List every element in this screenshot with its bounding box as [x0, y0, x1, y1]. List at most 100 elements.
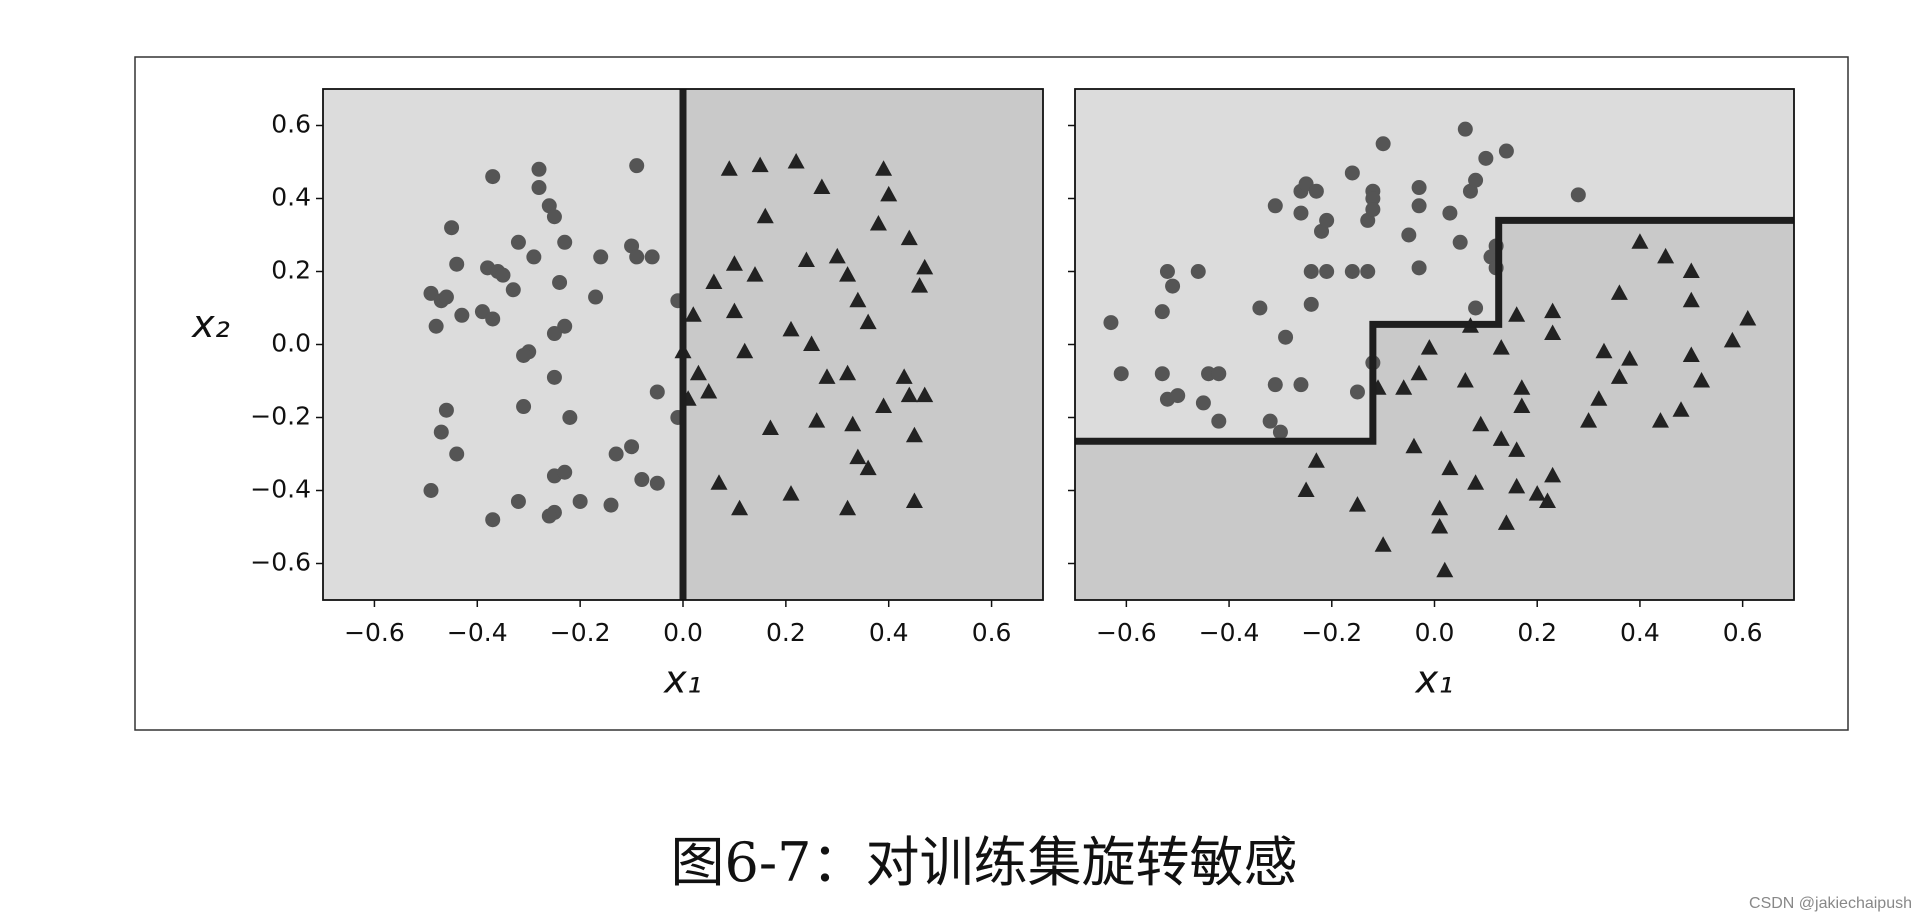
- circle-point: [1457, 121, 1473, 137]
- circle-point: [1267, 377, 1283, 393]
- triangle-point: [1590, 390, 1608, 406]
- triangle-point: [1508, 306, 1526, 322]
- triangle-point: [1631, 233, 1649, 249]
- triangle-point: [756, 207, 774, 224]
- circle-point: [438, 289, 454, 305]
- circle-point: [1468, 172, 1484, 188]
- triangle-point: [1431, 499, 1449, 516]
- triangle-point: [1657, 247, 1675, 264]
- circle-point: [634, 472, 650, 488]
- x-tick-label: 0.4: [869, 618, 909, 647]
- triangle-point: [1544, 302, 1562, 319]
- triangle-point: [1651, 412, 1669, 428]
- triangle-point: [813, 178, 831, 195]
- triangle-point: [859, 459, 877, 476]
- triangle-point: [689, 364, 707, 381]
- decision-boundary: [1075, 216, 1794, 445]
- triangle-point: [1682, 262, 1700, 278]
- circle-point: [588, 289, 604, 305]
- triangle-point: [797, 251, 815, 268]
- x-tick-label: −0.4: [1199, 618, 1260, 647]
- triangle-point: [1456, 372, 1474, 388]
- triangle-point: [1374, 536, 1392, 552]
- triangle-point: [1297, 481, 1315, 497]
- triangle-point: [1405, 437, 1423, 454]
- triangle-point: [803, 335, 821, 351]
- circle-point: [1165, 278, 1181, 294]
- circle-point: [624, 439, 640, 455]
- circle-point: [557, 234, 573, 250]
- circle-point: [1411, 198, 1427, 214]
- x-tick-label: 0.2: [1517, 618, 1557, 647]
- circle-point: [629, 158, 645, 174]
- x-tick-label: 0.4: [1620, 618, 1660, 647]
- circle-point: [531, 161, 547, 177]
- x-tick-label: −0.6: [344, 618, 405, 647]
- circle-point: [557, 464, 573, 480]
- x-tick-label: 0.6: [972, 618, 1012, 647]
- x-tick-label: −0.4: [447, 618, 508, 647]
- triangle-point: [916, 386, 934, 403]
- triangle-point: [849, 291, 867, 308]
- triangle-point: [1544, 466, 1562, 483]
- triangle-point: [1467, 474, 1485, 490]
- triangle-point: [839, 499, 857, 516]
- triangle-point: [828, 247, 846, 264]
- circle-point: [449, 446, 465, 462]
- circle-point: [1201, 366, 1217, 382]
- axes-frame: [1074, 88, 1795, 601]
- triangle-point: [1693, 372, 1711, 388]
- circle-point: [1272, 424, 1288, 440]
- y-tick-label: −0.2: [250, 402, 311, 431]
- triangle-point: [1621, 350, 1639, 366]
- triangle-point: [1348, 496, 1366, 512]
- circle-point: [433, 424, 449, 440]
- circle-point: [649, 384, 665, 400]
- x-tick-label: −0.2: [1301, 618, 1362, 647]
- triangle-point: [1580, 412, 1598, 428]
- x-tick-label: 0.0: [663, 618, 703, 647]
- triangle-point: [875, 397, 893, 414]
- circle-point: [1411, 180, 1427, 196]
- circle-point: [1570, 187, 1586, 203]
- triangle-point: [782, 320, 800, 337]
- triangle-point: [1307, 452, 1325, 468]
- triangle-point: [1492, 339, 1510, 355]
- y-tick-label: 0.6: [271, 110, 311, 139]
- circle-point: [449, 256, 465, 272]
- circle-point: [1293, 377, 1309, 393]
- circle-point: [1401, 227, 1417, 243]
- circle-point: [1267, 198, 1283, 214]
- circle-point: [510, 234, 526, 250]
- triangle-point: [1538, 492, 1556, 508]
- triangle-point: [1528, 485, 1546, 501]
- y-tick-label: 0.4: [271, 183, 311, 212]
- circle-point: [485, 169, 501, 185]
- circle-point: [1303, 264, 1319, 279]
- triangle-point: [725, 255, 743, 271]
- circle-point: [1211, 413, 1227, 429]
- circle-point: [1252, 300, 1268, 316]
- circle-point: [516, 347, 532, 363]
- circle-point: [608, 446, 624, 462]
- triangle-point: [751, 156, 769, 173]
- triangle-point: [1472, 415, 1490, 432]
- circle-point: [1365, 201, 1381, 217]
- circle-point: [541, 508, 557, 524]
- circle-point: [1344, 165, 1360, 181]
- circle-point: [546, 209, 562, 225]
- x-tick-label: 0.0: [1415, 618, 1455, 647]
- circle-point: [516, 399, 532, 415]
- triangle-point: [900, 386, 918, 403]
- decision-region: [683, 89, 1043, 600]
- triangle-point: [1672, 401, 1690, 417]
- triangle-point: [725, 302, 743, 319]
- triangle-point: [1420, 339, 1438, 355]
- watermark: CSDN @jakiechaipush: [1749, 895, 1912, 912]
- circle-point: [1103, 315, 1119, 331]
- circle-point: [1308, 183, 1324, 199]
- circle-point: [485, 311, 501, 327]
- y-tick-label: −0.4: [250, 475, 311, 504]
